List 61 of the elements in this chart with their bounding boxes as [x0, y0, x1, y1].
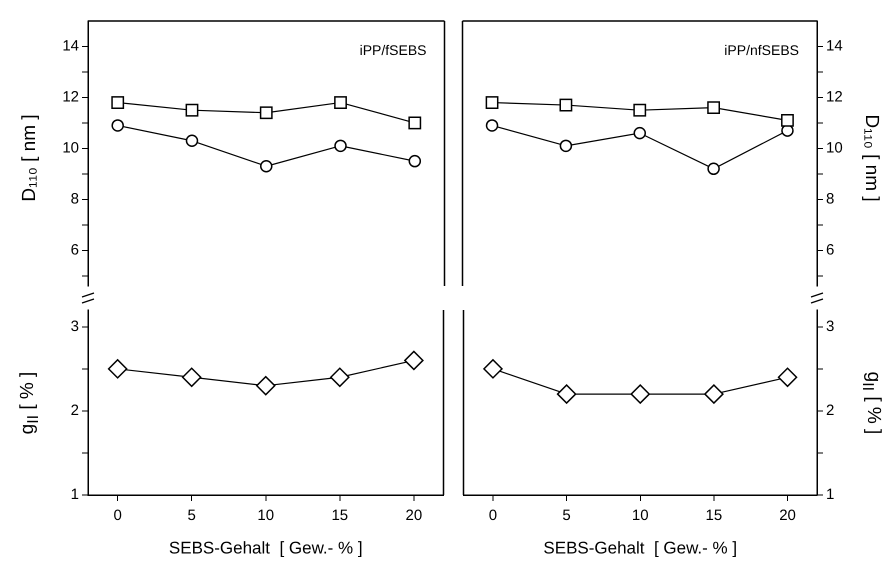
y2-tick-label: 1 — [826, 486, 834, 504]
point — [556, 384, 576, 404]
point — [560, 140, 572, 152]
point — [408, 154, 422, 168]
point — [559, 98, 572, 112]
y2-tick-label: 6 — [826, 241, 834, 258]
point — [260, 106, 273, 120]
y-tick-label: 12 — [62, 88, 79, 106]
x-tick-label: 0 — [113, 507, 122, 524]
point — [704, 384, 724, 404]
x-tick-label: 10 — [257, 507, 274, 524]
y2-tick-label: 12 — [826, 88, 843, 106]
point — [260, 160, 272, 172]
point — [707, 101, 720, 114]
point — [483, 359, 503, 379]
y-tick-label: 8 — [70, 190, 79, 208]
point — [404, 350, 424, 370]
x-tick-label: 5 — [562, 507, 571, 524]
point — [707, 162, 720, 176]
y2-tick-label: 8 — [826, 190, 834, 208]
point — [408, 116, 422, 130]
y-tick-label: 10 — [62, 140, 79, 157]
point — [778, 368, 798, 388]
point — [633, 104, 646, 117]
y2-tick-label: 14 — [826, 38, 843, 55]
y2-tick-label: 2 — [826, 402, 834, 420]
point — [486, 119, 498, 132]
y-tick-label: 1 — [70, 486, 79, 504]
y2-axis-title: D₁₁₀ [ nm ] — [860, 114, 882, 202]
x-tick-label: 20 — [779, 507, 796, 524]
y2-tick-label: 3 — [826, 318, 834, 335]
point — [256, 376, 276, 396]
x-tick-label: 10 — [632, 507, 649, 524]
x-axis-title: SEBS-Gehalt [ Gew.- % ] — [168, 538, 363, 558]
annotation: iPP/fSEBS — [360, 42, 426, 58]
point — [111, 96, 124, 109]
x-tick-label: 15 — [706, 507, 722, 524]
point — [334, 96, 347, 109]
y-tick-label: 14 — [62, 38, 79, 55]
x-tick-label: 20 — [406, 507, 422, 524]
y-tick-label: 2 — [70, 402, 79, 420]
point — [186, 104, 198, 117]
point — [334, 140, 347, 152]
point — [330, 368, 350, 388]
x-tick-label: 0 — [488, 507, 498, 524]
x-tick-label: 15 — [331, 507, 348, 524]
y2-tick-label: 10 — [826, 140, 843, 157]
point — [781, 114, 794, 127]
point — [486, 96, 498, 109]
point — [182, 368, 202, 388]
point — [630, 384, 650, 404]
point — [108, 359, 128, 379]
y-tick-label: 3 — [70, 318, 79, 335]
y-axis-title: D₁₁₀ [ nm ] — [19, 114, 41, 202]
x-axis-title: SEBS-Gehalt [ Gew.- % ] — [543, 538, 738, 558]
annotation: iPP/nfSEBS — [724, 42, 799, 58]
point — [634, 126, 646, 140]
point — [186, 134, 198, 148]
x-tick-label: 5 — [188, 507, 196, 524]
point — [111, 119, 124, 132]
y-tick-label: 6 — [70, 241, 79, 258]
